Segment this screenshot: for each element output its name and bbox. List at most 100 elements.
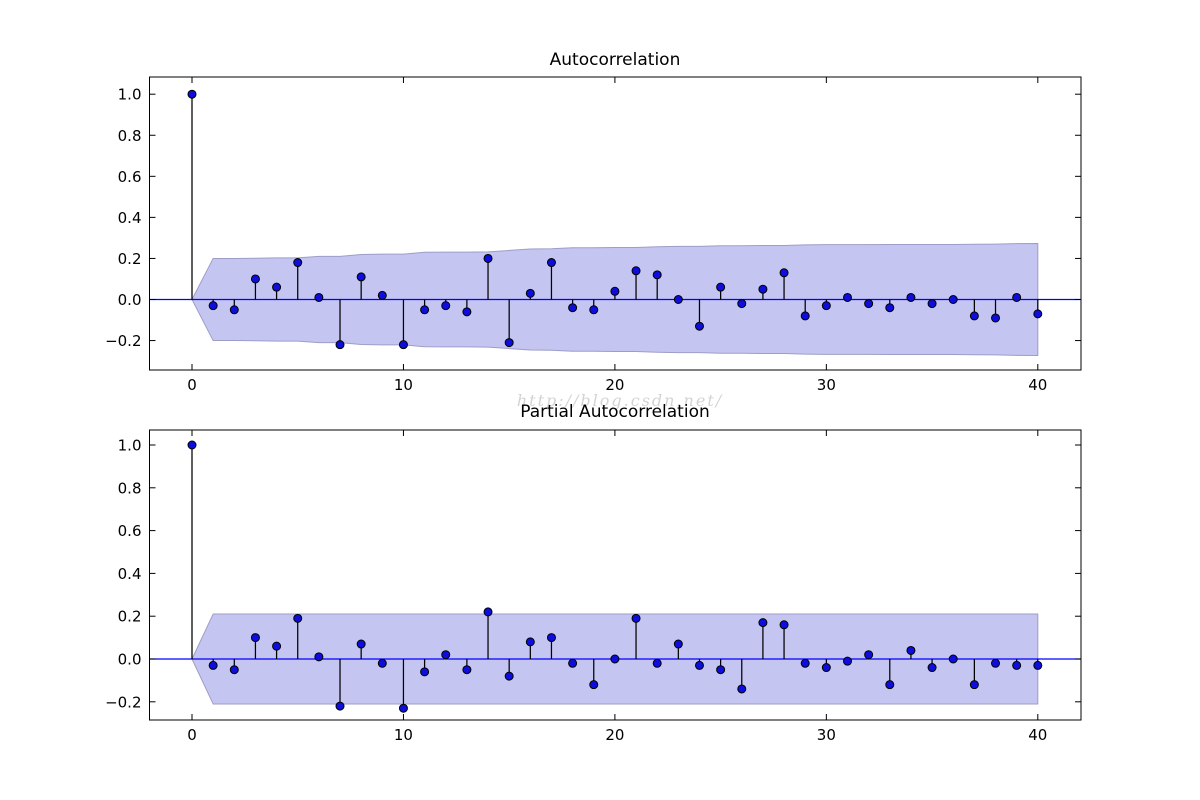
acf-point-lag-13 — [462, 307, 472, 317]
pacf-point-lag-34 — [906, 645, 916, 655]
acf-point-lag-1 — [208, 301, 218, 311]
acf-ytick-label: 0.2 — [118, 250, 142, 268]
acf-point-lag-12 — [441, 301, 451, 311]
acf-point-lag-9 — [377, 290, 387, 300]
pacf-xtick-label: 20 — [605, 726, 624, 744]
pacf-ytick-label: 0.8 — [118, 479, 142, 497]
acf-point-lag-21 — [631, 266, 641, 276]
acf-point-lag-6 — [314, 292, 324, 302]
acf-point-lag-25 — [716, 282, 726, 292]
pacf-point-lag-35 — [927, 663, 937, 673]
pacf-point-lag-31 — [842, 656, 852, 666]
pacf-xtick-label: 30 — [817, 726, 836, 744]
acf-xtick-label: 30 — [817, 376, 836, 394]
acf-ytick-label: 0.6 — [118, 168, 142, 186]
pacf-ytick-label: 0.6 — [118, 522, 142, 540]
acf-point-lag-28 — [779, 268, 789, 278]
acf-point-lag-15 — [504, 338, 514, 348]
acf-point-lag-17 — [546, 258, 556, 268]
pacf-point-lag-28 — [779, 620, 789, 630]
acf-xtick-label: 20 — [605, 376, 624, 394]
pacf-point-lag-8 — [356, 639, 366, 649]
acf-xtick-label: 0 — [187, 376, 197, 394]
pacf-plot-title: Partial Autocorrelation — [520, 402, 710, 422]
pacf-point-lag-7 — [335, 701, 345, 711]
pacf-point-lag-19 — [589, 680, 599, 690]
pacf-point-lag-9 — [377, 658, 387, 668]
acf-point-lag-34 — [906, 292, 916, 302]
pacf-point-lag-15 — [504, 671, 514, 681]
acf-point-lag-24 — [694, 321, 704, 331]
pacf-point-lag-30 — [821, 663, 831, 673]
pacf-point-lag-13 — [462, 665, 472, 675]
acf-ytick-label: 0.0 — [118, 291, 142, 309]
acf-point-lag-22 — [652, 270, 662, 280]
pacf-point-lag-40 — [1033, 660, 1043, 670]
pacf-point-lag-3 — [250, 633, 260, 643]
pacf-point-lag-1 — [208, 660, 218, 670]
pacf-point-lag-21 — [631, 613, 641, 623]
pacf-ytick-label: 0.4 — [118, 565, 142, 583]
pacf-point-lag-32 — [864, 650, 874, 660]
acf-ytick-label: 0.8 — [118, 127, 142, 145]
pacf-point-lag-0 — [187, 440, 197, 450]
acf-point-lag-16 — [525, 288, 535, 298]
acf-point-lag-18 — [568, 303, 578, 313]
pacf-ytick-label: −0.2 — [105, 693, 141, 711]
pacf-point-lag-14 — [483, 607, 493, 617]
pacf-ytick-label: 1.0 — [118, 437, 142, 455]
acf-point-lag-30 — [821, 301, 831, 311]
acf-plot-title: Autocorrelation — [549, 50, 681, 70]
acf-point-lag-7 — [335, 340, 345, 350]
acf-point-lag-40 — [1033, 309, 1043, 319]
acf-point-lag-14 — [483, 253, 493, 263]
pacf-point-lag-10 — [398, 703, 408, 713]
acf-ytick-label: 1.0 — [118, 86, 142, 104]
acf-point-lag-23 — [673, 295, 683, 304]
pacf-point-lag-12 — [441, 650, 451, 660]
acf-point-lag-33 — [885, 303, 895, 313]
pacf-xtick-label: 0 — [187, 726, 197, 744]
acf-ytick-label: 0.4 — [118, 209, 142, 227]
acf-point-lag-29 — [800, 311, 810, 321]
acf-ytick-label: −0.2 — [105, 332, 141, 350]
acf-point-lag-37 — [969, 311, 979, 321]
acf-point-lag-35 — [927, 299, 937, 309]
acf-point-lag-31 — [842, 292, 852, 302]
acf-point-lag-2 — [229, 305, 239, 315]
pacf-point-lag-37 — [969, 680, 979, 690]
pacf-point-lag-23 — [673, 639, 683, 649]
acf-point-lag-4 — [272, 282, 282, 292]
acf-point-lag-38 — [991, 313, 1001, 323]
acf-markers — [187, 89, 1043, 350]
pacf-point-lag-4 — [272, 641, 282, 651]
pacf-point-lag-17 — [546, 633, 556, 643]
acf-point-lag-26 — [737, 299, 747, 309]
acf-point-lag-36 — [948, 295, 958, 304]
pacf-point-lag-26 — [737, 684, 747, 694]
acf-point-lag-20 — [610, 286, 620, 296]
pacf-point-lag-11 — [420, 667, 430, 677]
acf-point-lag-39 — [1012, 292, 1022, 302]
pacf-xtick-label: 40 — [1028, 726, 1047, 744]
watermark-text: http://blog.csdn.net/ — [516, 391, 724, 410]
pacf-point-lag-24 — [694, 660, 704, 670]
acf-point-lag-27 — [758, 284, 768, 294]
pacf-point-lag-25 — [716, 665, 726, 675]
pacf-point-lag-5 — [293, 613, 303, 623]
pacf-point-lag-16 — [525, 637, 535, 647]
acf-point-lag-10 — [398, 340, 408, 350]
acf-xtick-label: 40 — [1028, 376, 1047, 394]
pacf-ytick-label: 0.2 — [118, 608, 142, 626]
pacf-point-lag-20 — [610, 654, 620, 664]
acf-point-lag-3 — [250, 274, 260, 284]
pacf-point-lag-33 — [885, 680, 895, 690]
acf-point-lag-5 — [293, 258, 303, 268]
pacf-point-lag-36 — [948, 654, 958, 664]
pacf-ytick-label: 0.0 — [118, 651, 142, 669]
pacf-axes: 0 10 20 30 40 1.0 0.8 0.6 0.4 0.2 0.0 −0.2 — [105, 429, 1082, 744]
acf-axes: 0 10 20 30 40 1.0 0.8 0.6 0.4 0.2 0.0 −0.2 — [105, 76, 1082, 394]
acf-point-lag-32 — [864, 299, 874, 309]
pacf-point-lag-29 — [800, 658, 810, 668]
